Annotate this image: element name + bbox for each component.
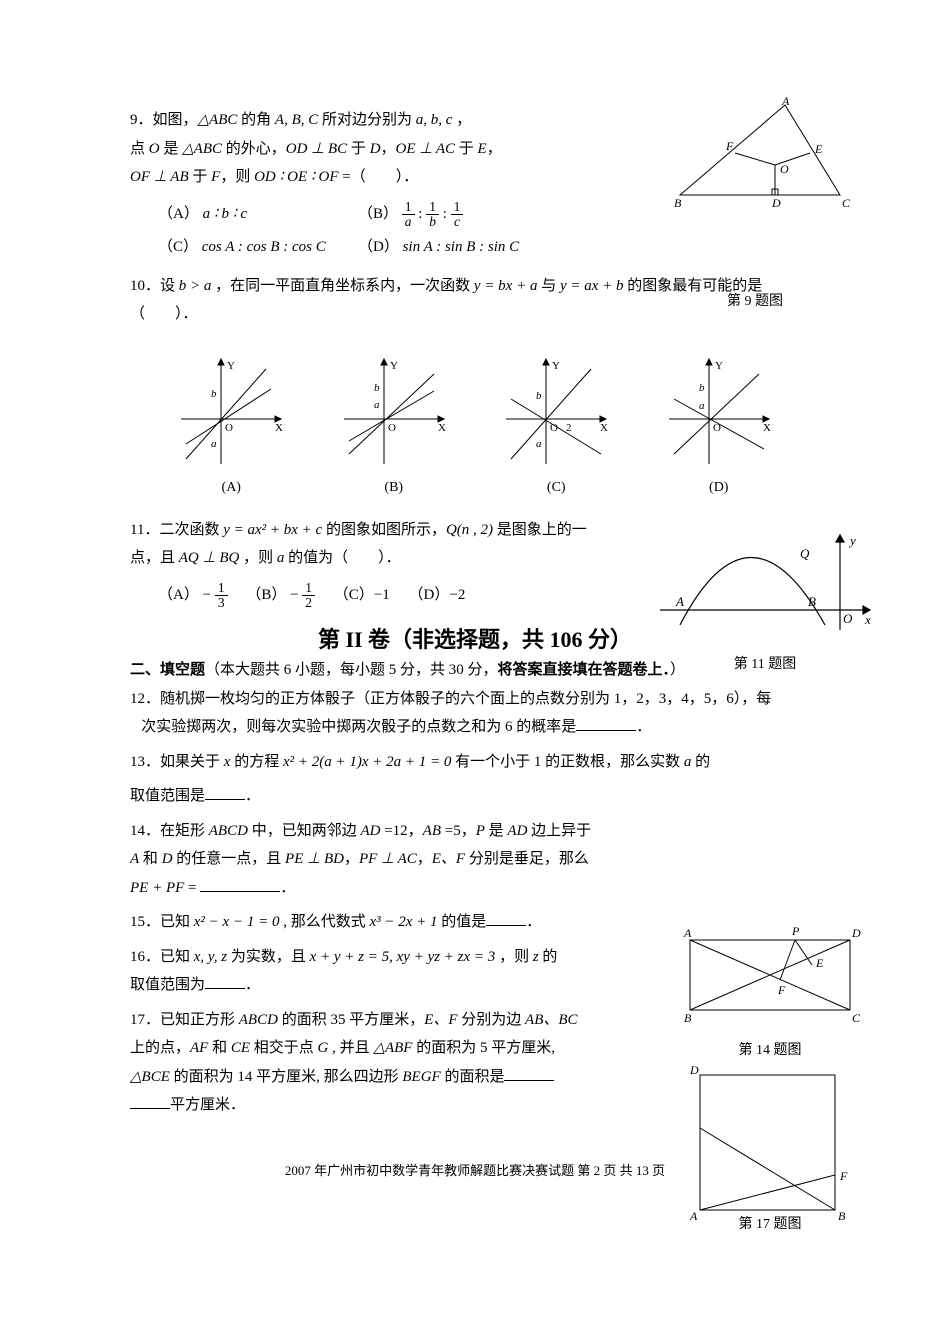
figure-q9: A B C D E F O 第 9 题图 bbox=[650, 95, 860, 310]
blank-q12 bbox=[576, 716, 636, 731]
svg-text:b: b bbox=[536, 390, 542, 402]
question-17: 17．已知正方形 ABCD 的面积 35 平方厘米，E、F 分别为边 AB、BC… bbox=[130, 1006, 620, 1120]
svg-text:b: b bbox=[699, 382, 705, 394]
svg-text:Y: Y bbox=[390, 360, 398, 372]
svg-text:X: X bbox=[763, 422, 771, 434]
svg-text:B: B bbox=[684, 1011, 692, 1025]
svg-text:Y: Y bbox=[715, 360, 723, 372]
figure-q9-label: 第 9 题图 bbox=[650, 290, 860, 310]
svg-text:A: A bbox=[781, 95, 790, 108]
svg-text:X: X bbox=[438, 422, 446, 434]
svg-text:E: E bbox=[814, 142, 823, 156]
question-13-line2: 取值范围是． bbox=[130, 782, 820, 811]
svg-text:A: A bbox=[683, 926, 692, 940]
svg-text:F: F bbox=[839, 1169, 848, 1183]
figure-q11: A B O Q x y 第 11 题图 bbox=[650, 530, 880, 673]
blank-q16 bbox=[205, 974, 245, 989]
svg-text:a: a bbox=[699, 400, 705, 412]
svg-text:a: a bbox=[536, 438, 542, 450]
question-16: 16．已知 x, y, z 为实数，且 x + y + z = 5, xy + … bbox=[130, 943, 620, 1000]
figure-q14: A B C D P E F 第 14 题图 bbox=[670, 920, 870, 1059]
svg-text:D: D bbox=[851, 926, 861, 940]
svg-text:F: F bbox=[777, 983, 786, 997]
svg-text:b: b bbox=[211, 388, 217, 400]
svg-text:D: D bbox=[771, 196, 781, 210]
q9-svg: A B C D E F O bbox=[650, 95, 860, 215]
svg-text:X: X bbox=[275, 422, 283, 434]
svg-text:D: D bbox=[689, 1063, 699, 1077]
question-14: 14．在矩形 ABCD 中，已知两邻边 AD =12，AB =5，P 是 AD … bbox=[130, 817, 620, 903]
svg-text:Y: Y bbox=[552, 360, 560, 372]
svg-text:O: O bbox=[388, 422, 396, 434]
svg-text:2: 2 bbox=[566, 422, 572, 434]
figure-q14-label: 第 14 题图 bbox=[670, 1039, 870, 1059]
svg-text:O: O bbox=[225, 422, 233, 434]
svg-text:a: a bbox=[374, 399, 380, 411]
question-15: 15．已知 x² − x − 1 = 0 , 那么代数式 x³ − 2x + 1… bbox=[130, 908, 620, 937]
svg-text:B: B bbox=[808, 594, 816, 609]
q10-graph-c: Y X O b a 2 (C) bbox=[496, 349, 616, 496]
svg-text:O: O bbox=[713, 422, 721, 434]
svg-text:y: y bbox=[848, 533, 856, 548]
blank-q13 bbox=[205, 785, 245, 800]
figure-q17: D A B F 第 17 题图 bbox=[670, 1060, 870, 1233]
svg-text:C: C bbox=[842, 196, 851, 210]
q10-graphs: Y X O b a (A) Y X bbox=[130, 349, 820, 496]
svg-text:O: O bbox=[780, 162, 789, 176]
question-12: 12．随机掷一枚均匀的正方体骰子（正方体骰子的六个面上的点数分别为 1，2，3，… bbox=[130, 685, 820, 742]
svg-text:B: B bbox=[838, 1209, 846, 1220]
svg-text:b: b bbox=[374, 382, 380, 394]
q10-graph-b: Y X O b a (B) bbox=[334, 349, 454, 496]
svg-text:F: F bbox=[725, 139, 734, 153]
svg-text:A: A bbox=[689, 1209, 698, 1220]
svg-text:C: C bbox=[852, 1011, 861, 1025]
svg-text:a: a bbox=[211, 438, 217, 450]
q10-graph-a: Y X O b a (A) bbox=[171, 349, 291, 496]
svg-text:B: B bbox=[674, 196, 682, 210]
blank-q14 bbox=[200, 877, 280, 892]
svg-text:A: A bbox=[675, 594, 684, 609]
svg-text:O: O bbox=[550, 422, 558, 434]
blank-q15 bbox=[486, 911, 526, 926]
question-11: 11．二次函数 y = ax² + bx + c 的图象如图所示，Q(n , 2… bbox=[130, 516, 620, 573]
blank-q17b bbox=[130, 1094, 170, 1109]
question-13: 13．如果关于 x 的方程 x² + 2(a + 1)x + 2a + 1 = … bbox=[130, 748, 820, 777]
svg-text:E: E bbox=[815, 956, 824, 970]
figure-q11-label: 第 11 题图 bbox=[650, 653, 880, 673]
svg-text:Y: Y bbox=[227, 360, 235, 372]
svg-text:O: O bbox=[843, 611, 853, 626]
q10-graph-d: Y X O b a (D) bbox=[659, 349, 779, 496]
blank-q17a bbox=[504, 1066, 554, 1081]
svg-text:Q: Q bbox=[800, 546, 810, 561]
svg-text:X: X bbox=[600, 422, 608, 434]
svg-text:P: P bbox=[791, 924, 800, 938]
svg-text:x: x bbox=[864, 612, 871, 627]
